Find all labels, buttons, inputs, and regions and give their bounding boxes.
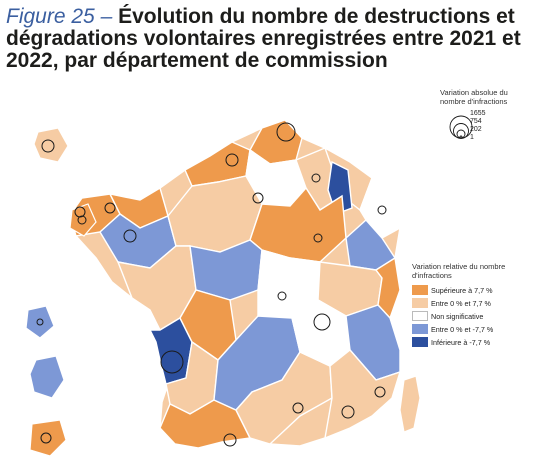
overseas-reunion [25, 305, 55, 339]
size-legend-value: 1 [470, 134, 474, 141]
legend-circle-754 [453, 123, 469, 139]
overseas-guadeloupe [33, 127, 69, 163]
color-legend: Variation relative du nombre d'infractio… [412, 262, 534, 349]
color-legend-swatch [412, 298, 428, 308]
circle-martinique [77, 215, 87, 225]
color-legend-label: Non significative [431, 311, 484, 321]
color-legend-item: Entre 0 % et -7,7 % [412, 323, 534, 335]
color-legend-swatch [412, 324, 428, 334]
color-legend-swatch [412, 285, 428, 295]
overseas-mayotte [29, 355, 65, 399]
figure-title: Figure 25 – Évolution du nombre de destr… [6, 6, 526, 72]
circle-guadeloupe [41, 139, 55, 153]
color-legend-swatch [412, 311, 428, 321]
figure-title-text: Évolution du nombre de destructions et d… [6, 5, 521, 72]
size-legend-title: Variation absolue du nombre d'infraction… [440, 88, 508, 106]
size-legend-values: 1655 754 202 1 [470, 110, 486, 142]
circle-reims [311, 173, 321, 183]
circle-reunion [36, 318, 44, 326]
color-legend-item: Supérieure à 7,7 % [412, 284, 534, 296]
legend-circle-1655 [449, 115, 473, 139]
circle-bordeaux [160, 350, 184, 374]
size-legend-value: 1655 [470, 110, 486, 117]
overseas-martinique [69, 203, 97, 237]
color-legend-label: Entre 0 % et 7,7 % [431, 298, 491, 308]
circle-nantes [123, 229, 137, 243]
legend-circle-202 [456, 129, 466, 139]
circle-montpellier [292, 402, 304, 414]
color-legend-title: Variation relative du nombre d'infractio… [412, 262, 506, 280]
color-legend-label: Inférieure à -7,7 % [431, 337, 491, 347]
circle-rennes [104, 202, 116, 214]
circle-lille [276, 122, 296, 142]
circle-strasbourg [377, 205, 387, 215]
circle-marseille [341, 405, 355, 419]
circle-paris-inset [40, 432, 52, 444]
circle-toulouse [223, 433, 237, 447]
size-legend-value: 754 [470, 118, 482, 125]
overseas-guyane [25, 265, 53, 299]
color-legend-item: Inférieure à -7,7 % [412, 336, 534, 348]
color-legend-label: Supérieure à 7,7 % [431, 285, 493, 295]
figure-number: Figure 25 [6, 5, 95, 28]
corsica [399, 375, 421, 433]
circle-brest [74, 206, 86, 218]
circle-nice [374, 386, 386, 398]
color-legend-item: Entre 0 % et 7,7 % [412, 297, 534, 309]
circle-lyon [313, 313, 331, 331]
circle-clermont [277, 291, 287, 301]
circle-rouen [225, 153, 239, 167]
dept-region-languedoc [235, 351, 333, 445]
legend-circle-1 [459, 135, 463, 139]
title-dash: – [100, 5, 113, 28]
size-legend: Variation absolue du nombre d'infraction… [440, 88, 534, 141]
color-legend-item: Non significative [412, 310, 534, 322]
circle-paris [252, 192, 264, 204]
color-legend-swatch [412, 337, 428, 347]
color-legend-label: Entre 0 % et -7,7 % [431, 324, 494, 334]
overseas-paris-inset [29, 419, 67, 457]
circle-dijon [313, 233, 323, 243]
size-legend-value: 202 [470, 126, 482, 133]
